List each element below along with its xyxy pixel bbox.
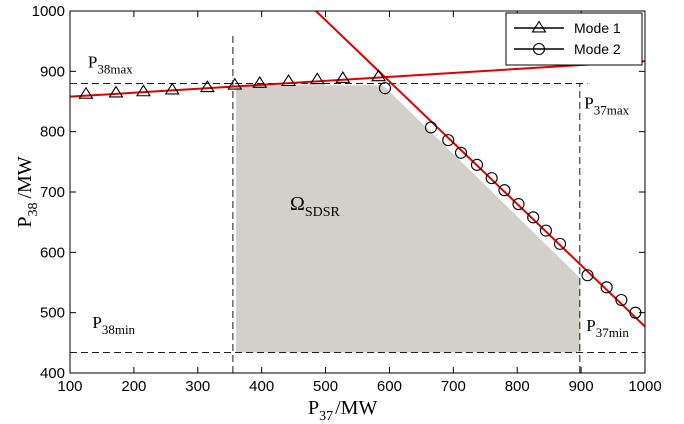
x-tick-label: 500 <box>313 378 338 395</box>
x-axis-label: P37/MW <box>308 397 377 424</box>
series-2 <box>378 82 642 319</box>
region-label: ΩSDSR <box>290 193 341 220</box>
series-2-point <box>615 293 628 307</box>
y-tick-label: 900 <box>40 63 65 80</box>
feasible-region-layer <box>236 85 580 353</box>
legend: Mode 1 Mode 2 <box>505 12 643 66</box>
y-axis-label-main: P <box>14 217 36 228</box>
annotation-p38min-sub: 38min <box>102 322 136 337</box>
y-tick-label: 700 <box>40 184 65 201</box>
x-axis-label-main: P <box>308 397 319 419</box>
legend-label-2: Mode 2 <box>574 41 621 57</box>
annotation-p37min-sub: 37min <box>596 325 630 340</box>
series-2-point <box>527 211 540 224</box>
annotation-p38min-main: P <box>92 313 101 332</box>
x-tick-label: 700 <box>441 378 466 395</box>
series-2-point <box>512 198 525 211</box>
y-tick-label: 600 <box>40 244 65 261</box>
annotation-p37max-main: P <box>584 94 593 113</box>
x-tick-label: 900 <box>569 378 594 395</box>
annotation-p37min-main: P <box>586 316 595 335</box>
series-1-point <box>371 69 387 82</box>
series-2-point <box>485 172 498 185</box>
legend-marker-circle <box>532 42 546 56</box>
annotation-p37max-sub: 37max <box>594 103 630 118</box>
feasible-region <box>236 85 580 353</box>
series-2-point <box>378 82 392 95</box>
series-1-point <box>108 85 124 98</box>
x-tick-label: 300 <box>185 378 210 395</box>
y-tick-label: 800 <box>40 124 65 141</box>
y-axis-label-unit: /MW <box>14 156 36 198</box>
series-2-point <box>442 134 455 147</box>
x-axis-label-sub: 37 <box>319 409 333 424</box>
series-2-point <box>470 158 484 171</box>
annotation-p38max-main: P <box>88 53 97 72</box>
annotation-p37max: P37max <box>584 94 629 118</box>
y-axis-label-sub: 38 <box>26 203 41 217</box>
series-1-point <box>227 77 243 90</box>
annotation-p37min: P37min <box>586 316 629 340</box>
series-2-point <box>498 184 511 197</box>
red-line-0 <box>70 60 645 98</box>
series-2-point <box>424 121 438 134</box>
series-2-point <box>553 237 567 250</box>
x-tick-label: 1000 <box>628 378 661 395</box>
x-axis-label-unit: /MW <box>335 397 377 419</box>
annotation-p38max: P38max <box>88 53 133 77</box>
axis-ticks: 100 200 300 400 500 600 700 800 900 1000 400 500 600… <box>32 3 662 395</box>
series-1 <box>78 69 387 99</box>
region-label-sub: SDSR <box>305 205 341 220</box>
legend-box <box>505 12 643 66</box>
x-tick-label: 200 <box>121 378 146 395</box>
series-1-point <box>135 84 151 97</box>
series-1-point <box>335 71 351 84</box>
series-layer <box>78 69 642 319</box>
x-tick-label: 400 <box>249 378 274 395</box>
x-tick-label: 100 <box>57 378 82 395</box>
x-tick-label: 800 <box>505 378 530 395</box>
series-2-point <box>600 281 613 294</box>
series-1-point <box>281 74 296 87</box>
series-1-point <box>164 82 180 95</box>
region-label-main: Ω <box>290 193 305 215</box>
x-tick-label: 600 <box>377 378 402 395</box>
series-1-point <box>309 72 325 85</box>
series-2-point <box>581 269 594 282</box>
annotation-p38max-sub: 38max <box>97 62 133 77</box>
series-1-point <box>199 80 215 93</box>
y-axis-label: P38/MW <box>14 156 41 227</box>
series-1-point <box>78 86 94 99</box>
series-1-point <box>252 75 268 88</box>
y-tick-label: 400 <box>40 365 65 382</box>
annotation-p38min: P38min <box>92 313 135 337</box>
y-tick-label: 500 <box>40 305 65 322</box>
legend-label-1: Mode 1 <box>574 20 621 36</box>
y-tick-label: 1000 <box>32 3 65 20</box>
series-2-point <box>539 224 553 237</box>
legend-marker-triangle <box>531 20 547 33</box>
dashed-limit-lines <box>70 35 645 373</box>
series-2-point <box>454 146 468 159</box>
